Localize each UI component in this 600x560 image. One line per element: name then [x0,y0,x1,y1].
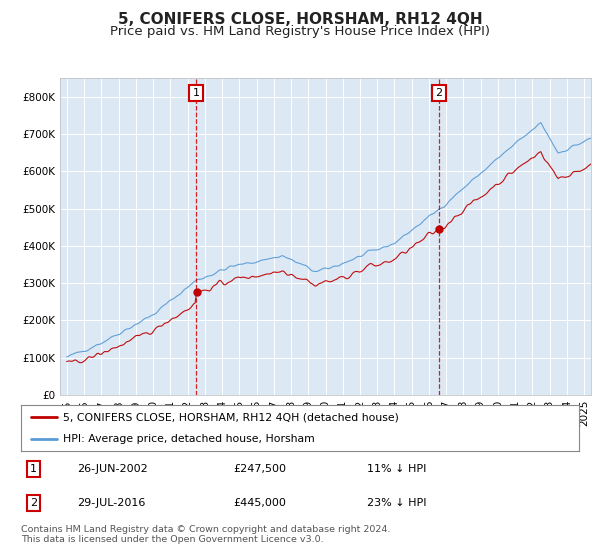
Text: HPI: Average price, detached house, Horsham: HPI: Average price, detached house, Hors… [63,435,314,444]
Text: 23% ↓ HPI: 23% ↓ HPI [367,498,427,508]
Text: 5, CONIFERS CLOSE, HORSHAM, RH12 4QH (detached house): 5, CONIFERS CLOSE, HORSHAM, RH12 4QH (de… [63,412,399,422]
Text: 26-JUN-2002: 26-JUN-2002 [77,464,148,474]
Text: Contains HM Land Registry data © Crown copyright and database right 2024.
This d: Contains HM Land Registry data © Crown c… [21,525,391,544]
Text: 29-JUL-2016: 29-JUL-2016 [77,498,145,508]
Text: Price paid vs. HM Land Registry's House Price Index (HPI): Price paid vs. HM Land Registry's House … [110,25,490,38]
Text: 1: 1 [30,464,37,474]
Text: 11% ↓ HPI: 11% ↓ HPI [367,464,427,474]
Text: £247,500: £247,500 [233,464,286,474]
Text: 2: 2 [30,498,37,508]
Text: 5, CONIFERS CLOSE, HORSHAM, RH12 4QH: 5, CONIFERS CLOSE, HORSHAM, RH12 4QH [118,12,482,27]
Text: £445,000: £445,000 [233,498,286,508]
Text: 2: 2 [436,88,443,98]
Text: 1: 1 [193,88,200,98]
